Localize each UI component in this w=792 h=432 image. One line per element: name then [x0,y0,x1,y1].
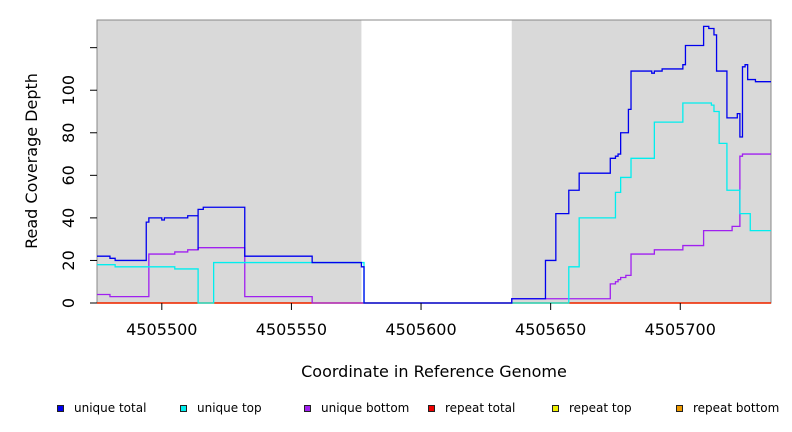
coverage-chart: 4505500 4505550 4505600 4505650 4505700 0 20 4… [22,19,772,381]
y-tick-label: 60 [59,165,78,185]
legend-swatch [676,404,683,412]
legend-swatch [57,404,64,412]
shaded-region-0 [97,20,362,303]
legend-label: unique top [197,401,262,415]
legend-swatch [180,404,187,412]
legend-item-repeat-bottom: repeat bottom [676,401,779,415]
x-axis-label: Coordinate in Reference Genome [301,362,567,381]
y-tick-label: 20 [59,250,78,270]
series-unique-total [97,25,771,304]
legend-label: repeat total [445,401,516,415]
legend-label: unique total [74,401,147,415]
legend-swatch [304,404,311,412]
y-tick-label: 40 [59,208,78,228]
series-unique-top [97,102,771,304]
x-tick-label: 4505550 [256,320,327,339]
y-axis: 0 20 40 60 80 100 [59,47,97,308]
x-axis: 4505500 4505550 4505600 4505650 4505700 [126,303,716,339]
x-tick-label: 4505600 [385,320,456,339]
legend-item-unique-top: unique top [180,401,262,415]
x-tick-label: 4505500 [126,320,197,339]
y-tick-label: 100 [59,75,78,106]
y-axis-label: Read Coverage Depth [22,73,41,249]
y-tick-label: 80 [59,123,78,143]
legend-label: repeat top [569,401,632,415]
legend-swatch [428,404,435,412]
legend: unique total unique top unique bottom repea… [0,401,792,419]
legend-item-unique-bottom: unique bottom [304,401,409,415]
legend-item-repeat-total: repeat total [428,401,515,415]
y-tick-label: 0 [59,298,78,308]
legend-item-repeat-top: repeat top [552,401,632,415]
shaded-region-1 [511,20,771,303]
series-unique-bottom [97,153,771,304]
x-tick-label: 4505700 [645,320,716,339]
legend-label: unique bottom [321,401,410,415]
legend-item-unique-total: unique total [57,401,146,415]
x-tick-label: 4505650 [515,320,586,339]
shaded-regions [97,20,771,303]
legend-label: repeat bottom [693,401,780,415]
series-lines [97,25,771,304]
legend-swatch [552,404,559,412]
